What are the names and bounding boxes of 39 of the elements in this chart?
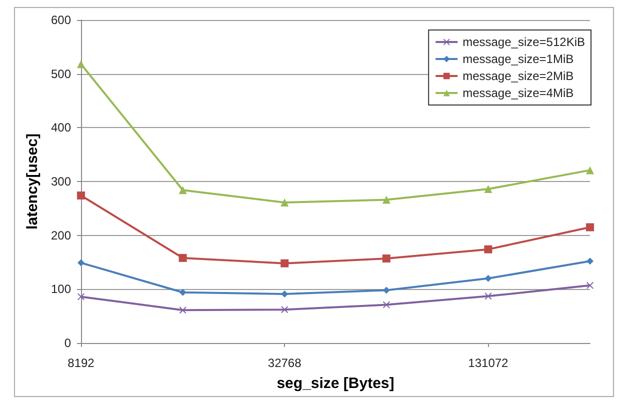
legend-label: message_size=2MiB: [462, 69, 574, 83]
y-tick-label: 200: [50, 228, 72, 242]
point: [178, 186, 187, 194]
point: [586, 166, 594, 174]
y-tick-label: 400: [50, 120, 72, 135]
y-tick-label: 100: [50, 282, 72, 296]
point: [586, 258, 594, 265]
y-axis-title: latency[usec]: [24, 134, 42, 230]
point: [78, 259, 84, 266]
point: [280, 198, 289, 206]
point: [382, 301, 390, 308]
legend-label: message_size=4MiB: [462, 86, 574, 100]
y-tick-label: 300: [50, 174, 72, 188]
point: [178, 254, 187, 262]
x-axis-title: seg_size [Bytes]: [276, 375, 394, 392]
point: [484, 292, 492, 300]
point: [586, 282, 594, 289]
point: [382, 196, 390, 204]
point: [484, 185, 492, 194]
x-tick-label: 32768: [268, 356, 302, 370]
legend-label: message_size=512KiB: [462, 35, 586, 49]
point: [280, 259, 289, 268]
x-tick-label: 8192: [68, 356, 95, 370]
point: [179, 288, 186, 296]
legend-label: message_size=1MiB: [462, 52, 574, 66]
point: [77, 60, 85, 68]
point: [281, 306, 288, 314]
point: [382, 254, 390, 262]
point: [484, 245, 492, 254]
point: [77, 191, 85, 200]
y-tick-label: 0: [64, 336, 72, 350]
x-tick-label: 131072: [468, 356, 509, 370]
point: [484, 274, 492, 282]
point: [586, 223, 594, 232]
point: [281, 290, 288, 298]
point: [382, 286, 390, 294]
y-tick-label: 600: [50, 13, 72, 27]
point: [179, 306, 186, 314]
y-tick-label: 500: [50, 66, 72, 81]
